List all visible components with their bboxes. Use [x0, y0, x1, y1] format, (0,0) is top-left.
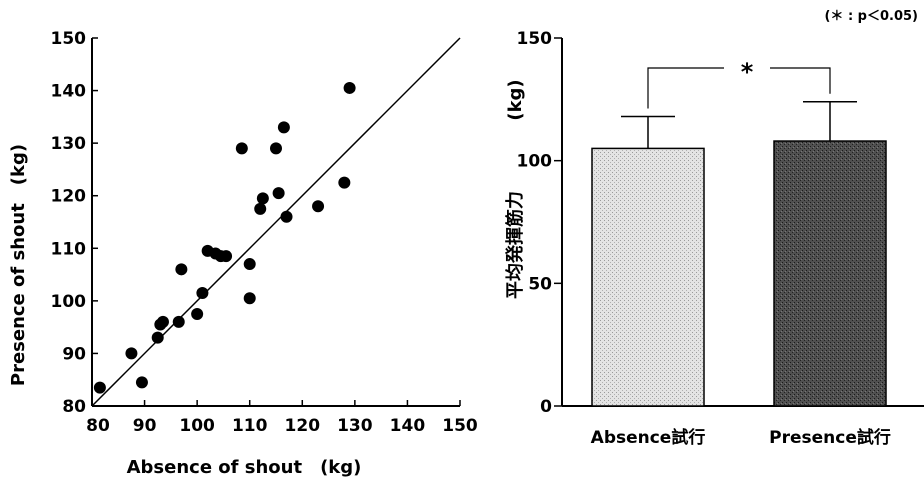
- scatter-point: [125, 347, 138, 360]
- bar-y-tick-label: 150: [517, 29, 553, 49]
- scatter-chart: 80 90 100 110 120 130 140 150 80 90 100 110 120 130 14…: [8, 29, 478, 478]
- scatter-x-tick-label: 100: [179, 416, 215, 436]
- scatter-x-tick-label: 90: [133, 416, 157, 436]
- bar-y-tick-label: 50: [528, 274, 552, 294]
- bar-y-axis-unit: (kg): [505, 79, 526, 120]
- scatter-point: [254, 202, 267, 215]
- scatter-point: [156, 315, 169, 328]
- scatter-point: [172, 315, 185, 328]
- bar-absence: [591, 147, 705, 407]
- significance-bracket: [647, 67, 831, 109]
- scatter-x-axis-label: Absence of shout (kg): [127, 457, 362, 478]
- bar-ticks: 0 50 100 150: [517, 29, 562, 417]
- scatter-point: [243, 292, 256, 305]
- scatter-point: [235, 142, 248, 155]
- scatter-point: [280, 210, 293, 223]
- scatter-y-tick-label: 130: [51, 134, 87, 154]
- scatter-y-tick-label: 140: [51, 82, 87, 102]
- scatter-y-tick-label: 120: [51, 187, 87, 207]
- scatter-point: [243, 258, 256, 271]
- scatter-point: [93, 381, 106, 394]
- scatter-identity-line: [91, 37, 461, 407]
- scatter-point: [343, 81, 356, 94]
- scatter-y-tick-label: 80: [62, 397, 86, 417]
- scatter-point: [135, 376, 148, 389]
- scatter-y-tick-label: 100: [51, 292, 87, 312]
- bar-y-tick-label: 0: [540, 397, 552, 417]
- scatter-point: [220, 250, 233, 263]
- significance-note: (＊ : p＜0.05): [824, 9, 918, 24]
- bar-presence: [773, 140, 887, 407]
- bar-chart: 0 50 100 150 Absence試行 Presence試行 * 平均発揮筋力 (k…: [504, 9, 924, 448]
- scatter-point: [196, 286, 209, 299]
- scatter-y-tick-label: 110: [51, 239, 87, 259]
- bar-category-label: Absence試行: [591, 427, 706, 448]
- scatter-point: [191, 308, 204, 320]
- scatter-y-tick-label: 90: [62, 344, 86, 364]
- scatter-y-axis-label: Presence of shout (kg): [8, 144, 29, 386]
- scatter-point: [312, 200, 325, 213]
- scatter-x-tick-label: 80: [86, 416, 110, 436]
- scatter-y-tick-label: 150: [51, 29, 87, 49]
- scatter-point: [277, 121, 290, 134]
- scatter-point: [151, 331, 164, 344]
- scatter-point: [272, 187, 285, 200]
- scatter-x-tick-label: 140: [390, 416, 426, 436]
- scatter-x-tick-label: 110: [232, 416, 268, 436]
- scatter-point: [175, 263, 188, 276]
- significance-marker: *: [741, 58, 754, 86]
- bar-category-label: Presence試行: [769, 427, 891, 448]
- scatter-x-tick-label: 120: [285, 416, 321, 436]
- scatter-point: [338, 176, 351, 189]
- bar-marks: Absence試行 Presence試行 *: [591, 58, 891, 448]
- scatter-x-tick-label: 150: [442, 416, 478, 436]
- scatter-x-tick-label: 130: [337, 416, 373, 436]
- bar-y-tick-label: 100: [517, 152, 553, 172]
- scatter-ticks: 80 90 100 110 120 130 140 150 80 90 100 110 120 130 14…: [51, 29, 478, 436]
- bar-y-axis-label: 平均発揮筋力: [504, 191, 526, 299]
- scatter-point: [270, 142, 282, 155]
- scatter-points: [93, 81, 356, 394]
- scatter-point: [256, 192, 269, 205]
